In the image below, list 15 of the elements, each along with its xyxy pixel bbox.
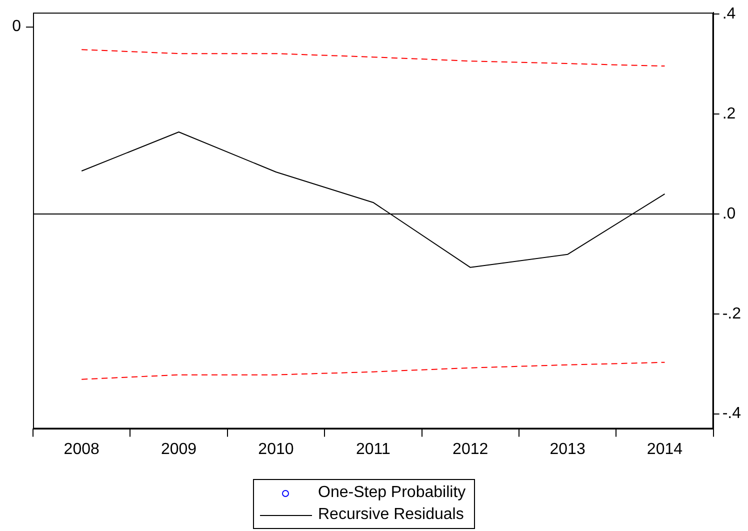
x-tick-label: 2009 xyxy=(160,440,197,458)
legend-label: Recursive Residuals xyxy=(318,505,464,525)
y-tick-label: -.2 xyxy=(722,305,742,322)
y-tick-label: -.4 xyxy=(722,405,742,422)
x-tick-label: 2011 xyxy=(356,440,390,458)
text: 0 xyxy=(12,18,22,36)
y-tick-label: .2 xyxy=(722,105,736,122)
x-tick-label: 2012 xyxy=(452,440,488,458)
legend-label: One-Step Probability xyxy=(318,483,466,503)
x-tick-label: 2008 xyxy=(64,440,100,458)
x-tick-label: 2013 xyxy=(550,440,586,458)
y-tick-label: .0 xyxy=(722,205,736,222)
x-tick-label: 2010 xyxy=(258,440,294,458)
y-tick-label: .4 xyxy=(722,6,736,23)
x-tick-label: 2014 xyxy=(646,440,683,458)
